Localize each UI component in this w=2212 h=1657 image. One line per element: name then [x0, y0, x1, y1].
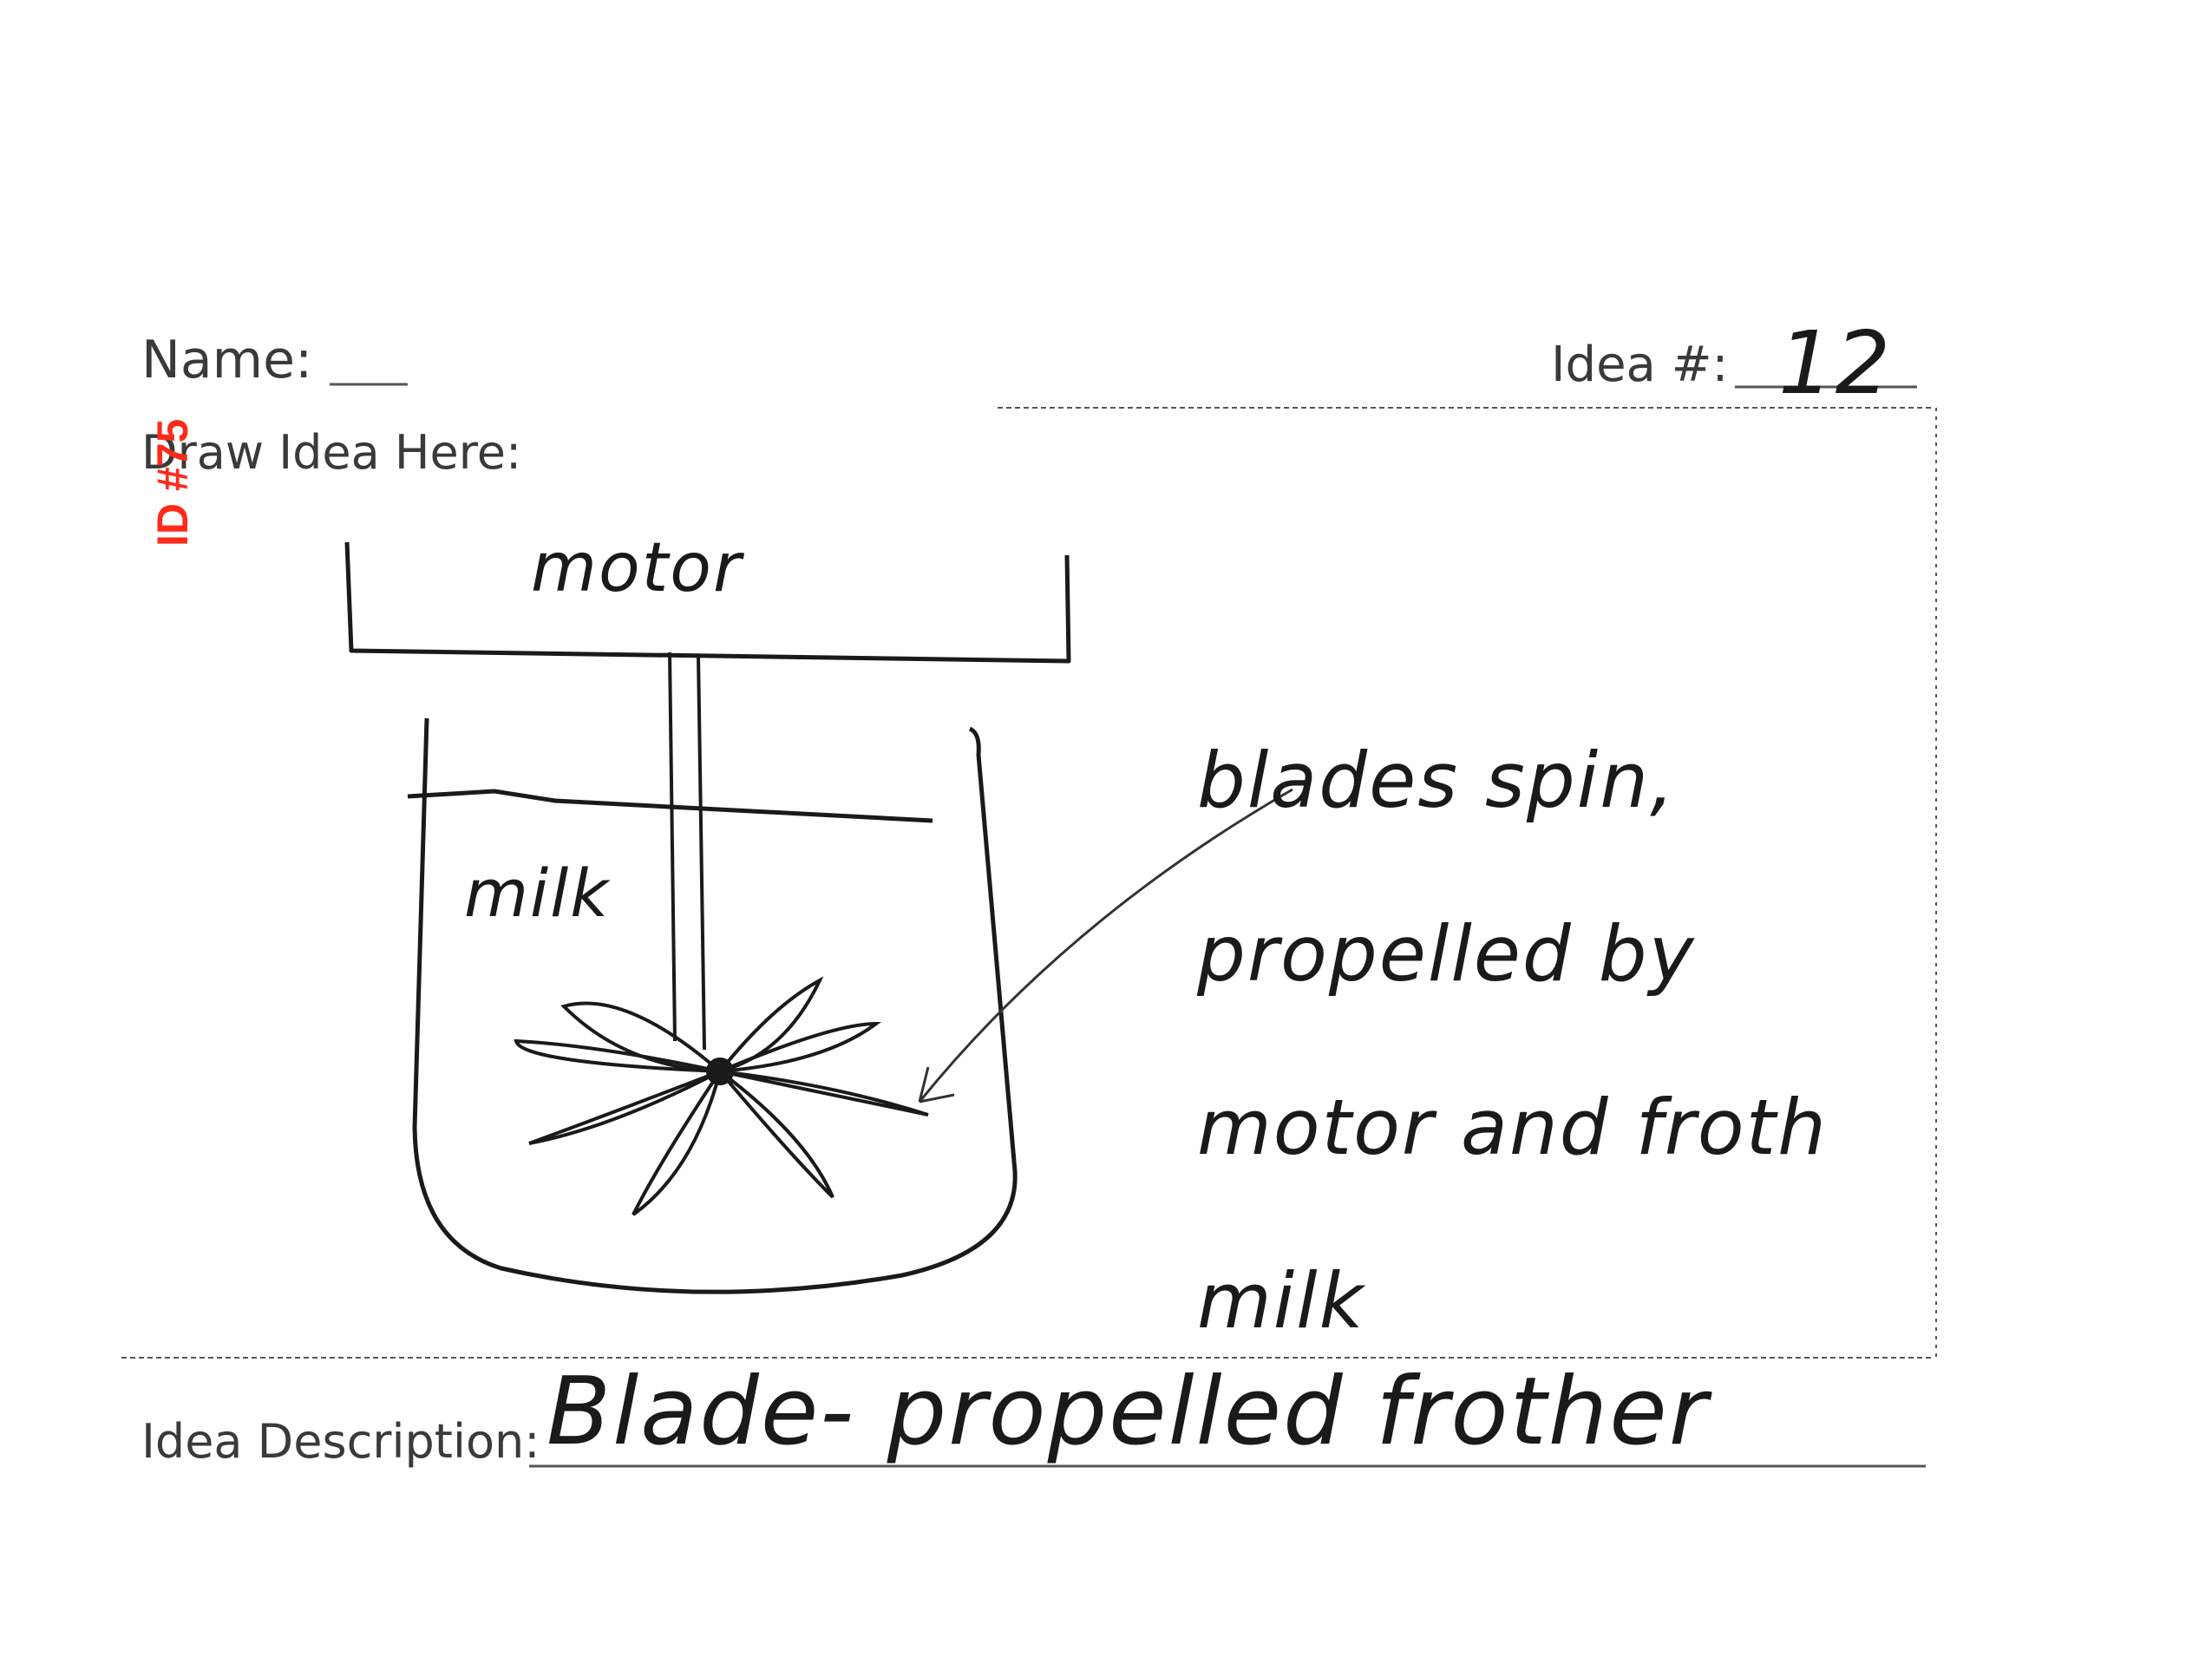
milk-label: milk	[464, 855, 611, 932]
description-value: Blade- propelled frother	[546, 1358, 1710, 1466]
motor-shaft	[668, 652, 706, 1051]
annotation-line-1: blades spin,	[1197, 736, 1676, 825]
id-stamp: ID #75	[148, 418, 197, 547]
annotation-line-2: propelled by	[1197, 909, 1696, 999]
annotation-line-3: motor and froth	[1197, 1083, 1828, 1172]
description-label: Idea Description:	[141, 1414, 540, 1469]
idea-number-value: 12	[1778, 312, 1893, 414]
blades	[514, 976, 929, 1216]
motor-label: motor	[531, 529, 743, 607]
milk-level	[407, 789, 933, 823]
annotation-line-4: milk	[1197, 1256, 1365, 1346]
annotation-arrow	[918, 788, 1293, 1104]
idea-number-label: Idea #:	[1551, 337, 1729, 393]
motor-box	[344, 541, 1071, 664]
name-label: Name:	[141, 330, 313, 390]
cup-outline	[412, 717, 1018, 1294]
form-rules	[121, 383, 1937, 1468]
draw-label: Draw Idea Here:	[141, 425, 522, 480]
annotation-text: blades spin, propelled by motor and frot…	[1197, 694, 1828, 1388]
